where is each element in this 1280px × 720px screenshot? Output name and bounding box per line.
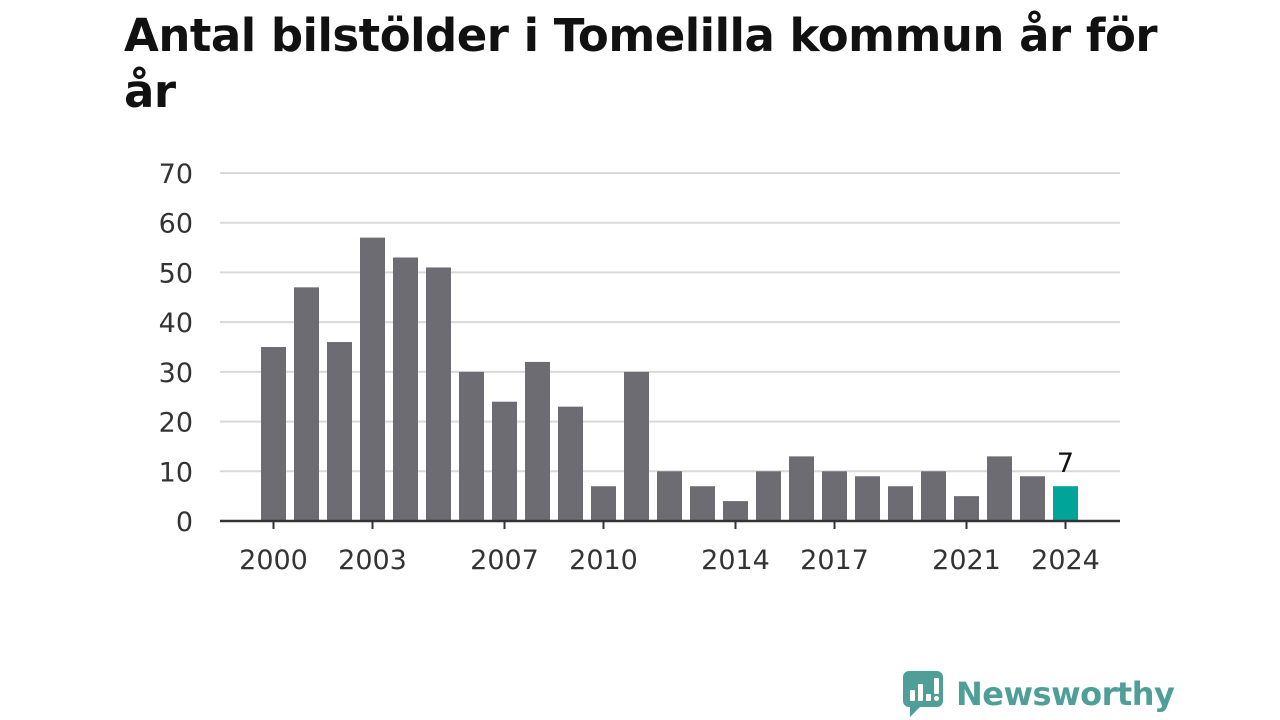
brand-logo: Newsworthy: [902, 670, 1175, 718]
bar: [558, 406, 583, 521]
x-tick-label: 2021: [932, 545, 1001, 576]
bar: [723, 501, 748, 521]
bar: [954, 496, 979, 521]
brand-name: Newsworthy: [956, 675, 1175, 713]
y-tick-label: 10: [159, 457, 193, 488]
y-axis-ticks: 0 10 20 30 40 50 60 70: [159, 159, 193, 538]
y-tick-label: 30: [159, 358, 193, 389]
y-tick-label: 40: [159, 308, 193, 339]
bar: [987, 456, 1012, 521]
y-tick-label: 60: [159, 209, 193, 240]
x-tick-label: 2017: [800, 545, 869, 576]
bar: [591, 486, 616, 521]
x-tick-label: 2000: [239, 545, 308, 576]
x-tick-label: 2010: [569, 545, 638, 576]
chart-title: Antal bilstölder i Tomelilla kommun år f…: [124, 9, 1158, 118]
data-labels: 7: [1057, 448, 1074, 479]
bar: [492, 401, 517, 521]
bar: [888, 486, 913, 521]
bar-chart: 0 10 20 30 40 50 60 70 2000 2003 2007 2010 2014 2017…: [159, 159, 1120, 576]
bar: [690, 486, 715, 521]
y-tick-label: 0: [176, 507, 193, 538]
bar: [756, 471, 781, 521]
bar: [426, 267, 451, 521]
x-tick-label: 2007: [470, 545, 539, 576]
y-tick-label: 70: [159, 159, 193, 190]
bar-highlight: [1053, 486, 1078, 521]
bar: [855, 476, 880, 521]
bar: [459, 371, 484, 521]
bar: [327, 342, 352, 521]
bar: [822, 471, 847, 521]
x-axis: 2000 2003 2007 2010 2014 2017 2021 2024: [220, 519, 1120, 576]
newsworthy-logo-icon: [903, 671, 943, 717]
bar: [294, 287, 319, 521]
x-tick-label: 2003: [338, 545, 407, 576]
y-tick-label: 20: [159, 408, 193, 439]
bar: [393, 257, 418, 521]
bar: [657, 471, 682, 521]
bar: [1020, 476, 1045, 521]
x-tick-label: 2014: [701, 545, 770, 576]
bar: [525, 361, 550, 521]
bars: [261, 237, 1078, 521]
bar: [360, 237, 385, 521]
bar: [921, 471, 946, 521]
y-tick-label: 50: [159, 258, 193, 289]
highlight-value-label: 7: [1057, 448, 1074, 479]
x-tick-label: 2024: [1031, 545, 1100, 576]
grid-lines: [220, 172, 1120, 473]
bar: [261, 347, 286, 521]
bar: [789, 456, 814, 521]
bar: [624, 371, 649, 521]
